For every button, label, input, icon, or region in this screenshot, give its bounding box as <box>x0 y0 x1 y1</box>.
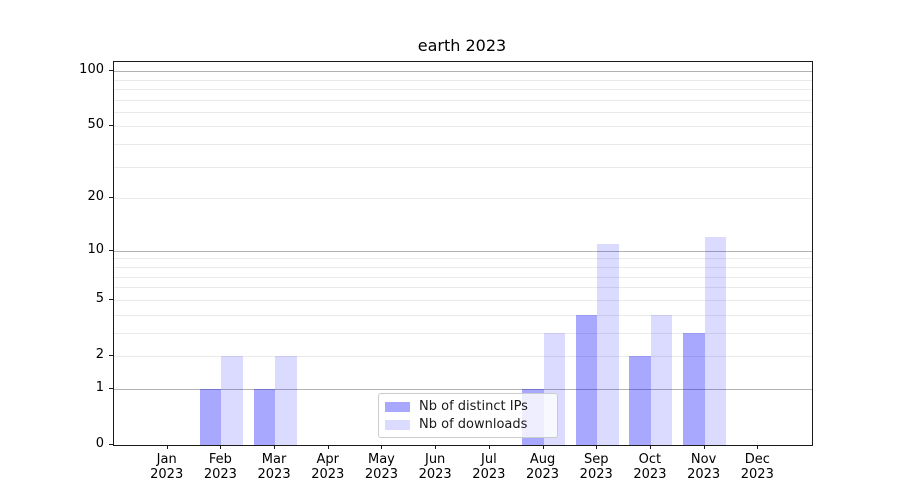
legend: Nb of distinct IPs Nb of downloads <box>378 393 558 438</box>
gridline-major-1 <box>114 388 812 390</box>
gridline-minor-2 <box>114 355 812 357</box>
x-tick-label-6: Jul 2023 <box>472 452 506 482</box>
bar-ips-10 <box>683 332 705 445</box>
gridline-minor-80 <box>114 88 812 90</box>
gridline-minor-7 <box>114 276 812 278</box>
x-tick-label-2: Mar 2023 <box>257 452 291 482</box>
bar-downloads-8 <box>597 243 619 445</box>
gridline-minor-9 <box>114 258 812 260</box>
bar-downloads-9 <box>650 314 673 445</box>
x-tick-label-4: May 2023 <box>364 452 398 482</box>
gridline-minor-60 <box>114 111 812 113</box>
y-tick-5 <box>109 298 113 300</box>
bar-ips-8 <box>575 314 598 445</box>
y-tick-label-1: 1 <box>95 379 104 395</box>
x-tick-3 <box>327 445 329 449</box>
gridline-minor-8 <box>114 266 812 268</box>
x-tick-label-9: Oct 2023 <box>633 452 667 482</box>
legend-swatch-distinct-ips <box>385 401 410 412</box>
x-tick-label-8: Sep 2023 <box>579 452 613 482</box>
gridline-major-100 <box>114 71 812 73</box>
y-tick-label-2: 2 <box>95 346 104 362</box>
gridline-minor-30 <box>114 166 812 168</box>
legend-label-downloads: Nb of downloads <box>419 417 528 432</box>
x-tick-label-3: Apr 2023 <box>311 452 345 482</box>
y-tick-0 <box>109 444 113 445</box>
x-tick-label-5: Jun 2023 <box>418 452 452 482</box>
y-tick-label-100: 100 <box>79 62 104 78</box>
y-tick-100 <box>109 70 113 72</box>
x-tick-7 <box>542 445 544 449</box>
x-tick-4 <box>381 445 383 449</box>
x-tick-label-11: Dec 2023 <box>740 452 774 482</box>
x-tick-label-1: Feb 2023 <box>203 452 237 482</box>
bar-ips-1 <box>199 388 222 445</box>
x-tick-11 <box>757 445 759 449</box>
y-tick-label-5: 5 <box>95 290 104 306</box>
x-tick-8 <box>596 445 598 449</box>
x-tick-5 <box>435 445 437 449</box>
x-tick-label-10: Nov 2023 <box>687 452 721 482</box>
gridline-minor-70 <box>114 99 812 101</box>
bar-ips-2 <box>253 388 276 445</box>
x-tick-2 <box>274 445 276 449</box>
y-tick-50 <box>109 125 113 127</box>
y-tick-10 <box>109 249 113 251</box>
gridline-minor-6 <box>114 287 812 289</box>
y-tick-20 <box>109 197 113 199</box>
gridline-minor-20 <box>114 198 812 200</box>
gridline-major-10 <box>114 250 812 252</box>
y-tick-label-0: 0 <box>95 436 104 451</box>
bar-downloads-1 <box>221 355 243 445</box>
x-tick-10 <box>703 445 705 449</box>
bar-downloads-2 <box>275 355 297 445</box>
gridline-minor-40 <box>114 144 812 146</box>
legend-label-distinct-ips: Nb of distinct IPs <box>419 399 528 414</box>
x-tick-9 <box>649 445 651 449</box>
gridline-minor-5 <box>114 299 812 301</box>
x-tick-label-7: Aug 2023 <box>525 452 560 482</box>
gridline-minor-50 <box>114 126 812 128</box>
gridline-minor-90 <box>114 79 812 81</box>
gridline-minor-3 <box>114 332 812 334</box>
y-tick-2 <box>109 354 113 356</box>
x-tick-label-0: Jan 2023 <box>150 452 184 482</box>
y-tick-1 <box>109 387 113 389</box>
y-tick-label-50: 50 <box>87 117 104 133</box>
bar-ips-9 <box>629 355 651 445</box>
x-tick-0 <box>166 445 168 449</box>
chart-title: earth 2023 <box>417 36 507 55</box>
y-tick-label-10: 10 <box>87 241 104 257</box>
plot-area <box>113 61 813 446</box>
x-tick-6 <box>488 445 490 449</box>
legend-item-downloads: Nb of downloads <box>385 417 549 432</box>
gridline-minor-4 <box>114 314 812 316</box>
x-tick-1 <box>220 445 222 449</box>
y-tick-label-20: 20 <box>87 189 104 205</box>
bar-downloads-10 <box>704 237 727 445</box>
legend-swatch-downloads <box>385 419 410 430</box>
legend-item-distinct-ips: Nb of distinct IPs <box>385 399 549 414</box>
